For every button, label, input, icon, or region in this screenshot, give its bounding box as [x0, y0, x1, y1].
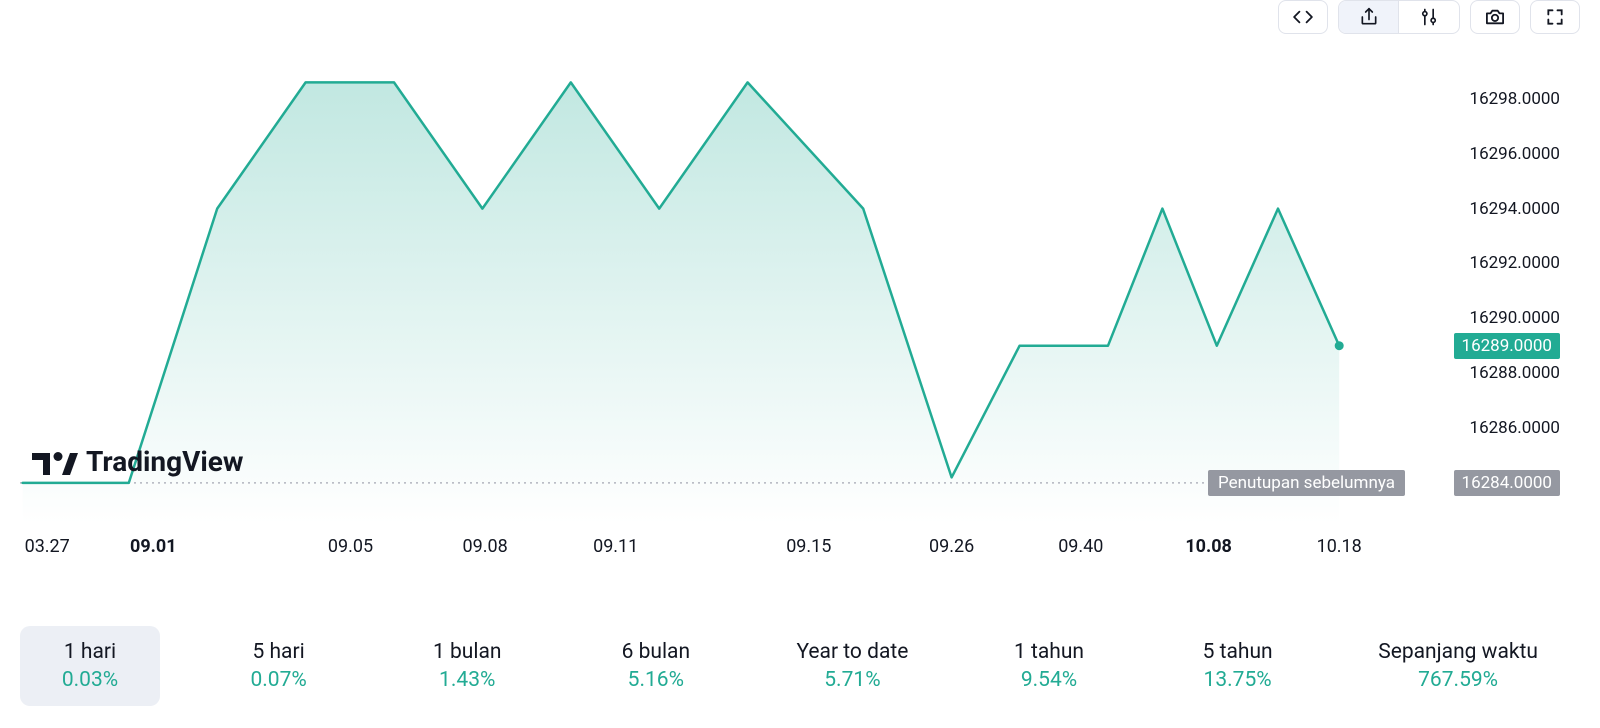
- y-tick: 16294.0000: [1470, 199, 1560, 219]
- y-tick: 16290.0000: [1470, 308, 1560, 328]
- timeframe-value: 5.71%: [824, 668, 880, 692]
- timeframe-value: 5.16%: [628, 668, 684, 692]
- timeframe-label: 1 tahun: [1014, 640, 1084, 664]
- x-tick: 09.08: [462, 536, 507, 557]
- tradingview-logo-icon: [32, 447, 78, 475]
- prev-close-label: Penutupan sebelumnya: [1208, 470, 1405, 496]
- timeframe-value: 767.59%: [1418, 668, 1498, 692]
- x-tick: 10.18: [1317, 536, 1362, 557]
- prev-close-price-tag: 16284.0000: [1454, 470, 1560, 496]
- x-axis: 03.27 09.01 09.05 09.08 09.11 09.15 09.2…: [20, 536, 1560, 566]
- y-tick: 16286.0000: [1470, 418, 1560, 438]
- current-price-tag: 16289.0000: [1454, 333, 1560, 359]
- y-tick: 16298.0000: [1470, 89, 1560, 109]
- timeframe-option[interactable]: 6 bulan 5.16%: [586, 626, 726, 706]
- embed-button[interactable]: [1278, 0, 1328, 34]
- x-tick: 09.26: [929, 536, 974, 557]
- y-axis: 16298.0000 16296.0000 16294.0000 16292.0…: [1410, 44, 1560, 524]
- share-button[interactable]: [1339, 1, 1399, 33]
- timeframe-value: 1.43%: [439, 668, 495, 692]
- chart-toolbar: [1278, 0, 1580, 34]
- y-tick: 16288.0000: [1470, 363, 1560, 383]
- timeframe-label: 1 bulan: [433, 640, 502, 664]
- timeframe-label: 6 bulan: [622, 640, 691, 664]
- share-icon: [1359, 7, 1379, 27]
- timeframe-option[interactable]: Sepanjang waktu 767.59%: [1356, 626, 1560, 706]
- timeframe-label: Sepanjang waktu: [1378, 640, 1538, 664]
- timeframe-selector: 1 hari 0.03% 5 hari 0.07% 1 bulan 1.43% …: [20, 626, 1560, 706]
- tradingview-logo[interactable]: TradingView: [32, 445, 243, 478]
- timeframe-value: 0.03%: [62, 668, 118, 692]
- timeframe-value: 13.75%: [1204, 668, 1272, 692]
- camera-icon: [1484, 8, 1506, 26]
- fullscreen-icon: [1545, 7, 1565, 27]
- code-icon: [1292, 9, 1314, 25]
- timeframe-option[interactable]: 1 bulan 1.43%: [397, 626, 537, 706]
- x-tick: 10.08: [1185, 536, 1232, 557]
- y-tick: 16292.0000: [1470, 253, 1560, 273]
- x-tick: 09.11: [593, 536, 638, 557]
- timeframe-value: 9.54%: [1021, 668, 1077, 692]
- x-tick: 03.27: [25, 536, 70, 557]
- x-tick: 09.05: [328, 536, 373, 557]
- timeframe-label: 1 hari: [64, 640, 116, 664]
- snapshot-button[interactable]: [1470, 0, 1520, 34]
- share-group: [1338, 0, 1460, 34]
- x-tick: 09.15: [786, 536, 831, 557]
- x-tick: 09.01: [130, 536, 177, 557]
- timeframe-value: 0.07%: [250, 668, 306, 692]
- timeframe-label: 5 hari: [252, 640, 304, 664]
- fullscreen-button[interactable]: [1530, 0, 1580, 34]
- timeframe-label: 5 tahun: [1203, 640, 1273, 664]
- price-chart[interactable]: 16298.0000 16296.0000 16294.0000 16292.0…: [20, 44, 1560, 524]
- y-tick: 16296.0000: [1470, 144, 1560, 164]
- settings-button[interactable]: [1399, 1, 1459, 33]
- timeframe-option[interactable]: 5 hari 0.07%: [209, 626, 349, 706]
- timeframe-option[interactable]: Year to date 5.71%: [774, 626, 930, 706]
- brand-name: TradingView: [86, 445, 243, 478]
- timeframe-option[interactable]: 1 tahun 9.54%: [979, 626, 1119, 706]
- timeframe-label: Year to date: [796, 640, 908, 664]
- sliders-icon: [1419, 7, 1439, 27]
- timeframe-option[interactable]: 1 hari 0.03%: [20, 626, 160, 706]
- x-tick: 09.40: [1058, 536, 1103, 557]
- timeframe-option[interactable]: 5 tahun 13.75%: [1168, 626, 1308, 706]
